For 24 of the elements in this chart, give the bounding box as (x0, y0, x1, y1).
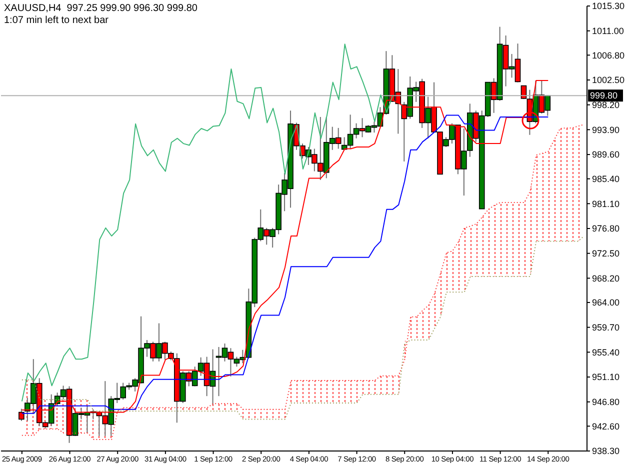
chart-title: XAUUSD,H4 997.25 999.90 996.30 999.80 (4, 3, 198, 14)
y-tick-label: 1015.30 (592, 1, 625, 12)
y-tick-label: 976.80 (592, 224, 620, 234)
line-series (21, 236, 585, 420)
y-tick-label: 1011.00 (592, 26, 624, 36)
y-tick-label: 959.70 (592, 322, 620, 333)
ref-line-label: 999.80 (590, 90, 618, 101)
y-tick-label: 964.00 (592, 298, 620, 308)
line-series (21, 124, 585, 440)
y-tick-label: 998.20 (592, 100, 620, 110)
y-tick-label: 968.20 (592, 273, 620, 284)
y-tick-label: 993.90 (592, 124, 620, 135)
y-tick-label: 938.30 (592, 446, 620, 456)
y-tick-label: 951.10 (592, 372, 620, 382)
y-tick-label: 946.80 (592, 397, 620, 408)
text: 1:07 min left to next bar (4, 15, 109, 26)
y-tick-label: 985.40 (592, 174, 620, 184)
y-tick-label: 942.60 (592, 421, 620, 432)
y-tick-label: 1006.80 (592, 50, 625, 60)
y-tick-label: 1002.50 (592, 75, 625, 86)
y-tick-label: 955.40 (592, 347, 620, 358)
y-tick-label: 981.10 (592, 198, 620, 209)
y-tick-label: 972.50 (592, 248, 620, 259)
y-tick-label: 989.60 (592, 150, 620, 160)
